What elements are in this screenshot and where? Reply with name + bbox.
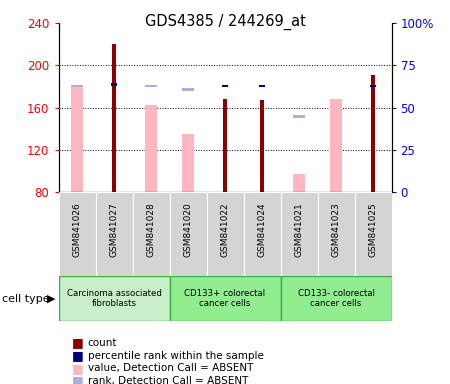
Text: CD133+ colorectal
cancer cells: CD133+ colorectal cancer cells [184,289,266,308]
Bar [259,85,266,87]
Bar [71,86,84,192]
Bar [292,174,306,192]
Bar [111,83,117,86]
Text: cell type: cell type [2,293,50,304]
Text: GSM841026: GSM841026 [72,203,81,257]
Bar [371,75,375,192]
FancyBboxPatch shape [280,276,392,321]
Text: rank, Detection Call = ABSENT: rank, Detection Call = ABSENT [88,376,248,384]
Bar [145,85,157,87]
Text: GSM841028: GSM841028 [147,203,156,257]
FancyBboxPatch shape [355,192,392,276]
Bar [369,85,376,87]
Bar [112,44,116,192]
Bar [223,99,227,192]
Bar [222,85,228,87]
Bar [72,85,82,87]
Text: GSM841022: GSM841022 [220,203,230,257]
Text: percentile rank within the sample: percentile rank within the sample [88,351,264,361]
FancyBboxPatch shape [318,192,355,276]
FancyBboxPatch shape [207,192,243,276]
Text: GSM841024: GSM841024 [257,203,266,257]
FancyBboxPatch shape [243,192,280,276]
Text: ■: ■ [72,349,84,362]
FancyBboxPatch shape [280,192,318,276]
FancyBboxPatch shape [58,192,95,276]
Text: ▶: ▶ [47,293,56,304]
Bar [293,116,305,118]
Text: CD133- colorectal
cancer cells: CD133- colorectal cancer cells [297,289,374,308]
Text: ■: ■ [72,374,84,384]
FancyBboxPatch shape [132,192,170,276]
Text: ■: ■ [72,336,84,349]
FancyBboxPatch shape [95,192,132,276]
Text: GSM841027: GSM841027 [109,203,118,257]
Text: value, Detection Call = ABSENT: value, Detection Call = ABSENT [88,363,253,373]
Text: GDS4385 / 244269_at: GDS4385 / 244269_at [144,13,306,30]
Text: GSM841021: GSM841021 [294,203,303,257]
Bar [260,100,264,192]
Bar [181,134,194,192]
FancyBboxPatch shape [170,276,280,321]
Bar [182,88,194,91]
Text: GSM841025: GSM841025 [369,203,378,257]
Bar [144,106,158,192]
Text: Carcinoma associated
fibroblasts: Carcinoma associated fibroblasts [67,289,162,308]
Text: GSM841023: GSM841023 [332,203,341,257]
FancyBboxPatch shape [170,192,207,276]
FancyBboxPatch shape [58,276,170,321]
Text: ■: ■ [72,362,84,375]
Text: count: count [88,338,117,348]
Bar [329,99,342,192]
Text: GSM841020: GSM841020 [184,203,193,257]
